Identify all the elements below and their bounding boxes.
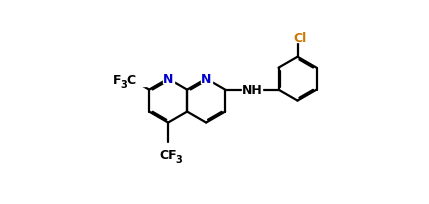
Bar — [163, 75, 173, 84]
Text: 3: 3 — [121, 80, 127, 90]
Text: 3: 3 — [175, 154, 182, 164]
Text: C: C — [126, 74, 136, 87]
Text: F: F — [113, 74, 121, 87]
Bar — [112, 74, 146, 87]
Text: Cl: Cl — [293, 32, 306, 44]
Bar — [291, 33, 308, 43]
Text: N: N — [201, 73, 211, 86]
Text: NH: NH — [242, 84, 263, 97]
Bar — [201, 75, 211, 84]
Bar — [157, 149, 187, 161]
Text: N: N — [163, 73, 173, 86]
Text: CF: CF — [159, 149, 177, 162]
Bar — [242, 85, 262, 95]
